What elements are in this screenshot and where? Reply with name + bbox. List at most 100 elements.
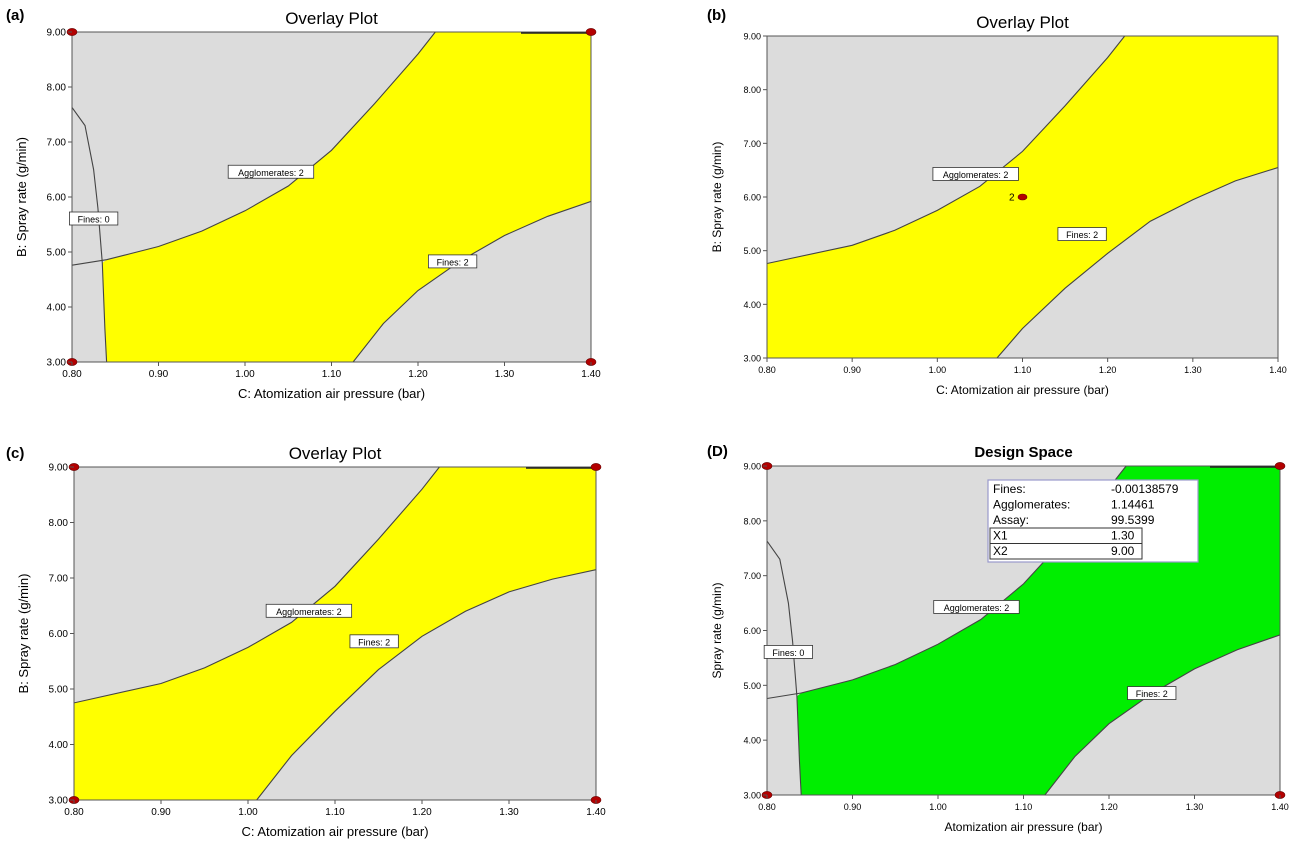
panel-c: Agglomerates: 2 Fines: 2 0.80 0.90 1.00 1.10 1… — [6, 444, 606, 839]
panel-d: Agglomerates: 2 Fines: 2 Fines: 0 0.80 0.90 1… — [707, 443, 1289, 834]
y-tick-label: 5.00 — [743, 681, 761, 691]
y-tick-label: 6.00 — [49, 629, 69, 640]
y-tick-label: 3.00 — [47, 358, 67, 369]
y-tick-label: 9.00 — [743, 32, 761, 42]
x-tick-label: 1.10 — [1014, 365, 1032, 375]
x-tick-label: 1.20 — [408, 369, 428, 380]
contour-label: Fines: 2 — [1066, 230, 1098, 240]
contour-line-fines-2 — [256, 569, 596, 800]
x-tick-label: 1.40 — [1271, 802, 1289, 812]
chart-title: Overlay Plot — [285, 9, 378, 28]
chart-title: Design Space — [974, 444, 1072, 461]
y-tick-label: 3.00 — [743, 354, 761, 364]
y-tick-label: 7.00 — [47, 138, 67, 149]
y-tick-label: 5.00 — [49, 685, 69, 696]
y-tick-label: 7.00 — [743, 571, 761, 581]
contour-label: Fines: 0 — [78, 215, 110, 225]
contour-label-box — [227, 164, 315, 179]
x-tick-label: 1.10 — [325, 807, 345, 818]
x-axis-label: C: Atomization air pressure (bar) — [936, 383, 1109, 397]
y-tick-label: 8.00 — [743, 85, 761, 95]
contour-label-box — [1057, 227, 1107, 241]
info-box — [987, 479, 1199, 563]
corner-point-marker — [585, 28, 597, 36]
contour-label: Agglomerates: 2 — [238, 168, 304, 178]
x-tick-label: 1.40 — [586, 807, 606, 818]
y-tick-label: 9.00 — [49, 463, 69, 474]
y-tick-label: 8.00 — [47, 83, 67, 94]
y-tick-label: 6.00 — [47, 193, 67, 204]
x-tick-label: 0.90 — [151, 807, 171, 818]
info-row-name: X2 — [993, 544, 1008, 558]
y-tick-label: 9.00 — [743, 462, 761, 472]
contour-label: Fines: 2 — [1136, 689, 1168, 699]
contour-line-fines-0 — [72, 107, 108, 362]
x-tick-label: 0.80 — [62, 369, 82, 380]
contour-label: Agglomerates: 2 — [944, 603, 1010, 613]
y-axis-label: Spray rate (g/min) — [710, 582, 724, 678]
x-tick-label: 1.00 — [238, 807, 258, 818]
y-tick-label: 8.00 — [743, 516, 761, 526]
info-row-value: 9.00 — [1111, 544, 1135, 558]
contour-label: Agglomerates: 2 — [276, 607, 342, 617]
panel-a: Agglomerates: 2 Fines: 2 Fines: 0 0.80 0.90 1… — [6, 7, 601, 401]
x-tick-label: 1.00 — [235, 369, 255, 380]
y-tick-label: 5.00 — [743, 246, 761, 256]
contour-line-agglomerates-2 — [72, 32, 436, 266]
y-tick-label: 7.00 — [49, 574, 69, 585]
contour-line-agglomerates-2 — [74, 467, 440, 704]
x-tick-label: 1.20 — [412, 807, 432, 818]
info-row-value: 1.14461 — [1111, 498, 1155, 512]
x-tick-label: 0.80 — [64, 807, 84, 818]
x-tick-label: 1.30 — [499, 807, 519, 818]
contour-label: Agglomerates: 2 — [943, 170, 1009, 180]
feasible-region — [74, 467, 596, 800]
panel-label: (b) — [707, 7, 726, 24]
info-row-value: -0.00138579 — [1111, 482, 1179, 496]
x-tick-label: 1.40 — [581, 369, 601, 380]
contour-label-box — [933, 600, 1020, 614]
y-tick-label: 5.00 — [47, 248, 67, 259]
y-tick-label: 3.00 — [743, 791, 761, 801]
contour-label-box — [763, 645, 813, 659]
info-row-value: 99.5399 — [1111, 513, 1155, 527]
panel-label: (D) — [707, 443, 728, 460]
x-tick-label: 0.80 — [758, 802, 776, 812]
contour-line-fines-2 — [996, 166, 1278, 358]
y-tick-label: 3.00 — [49, 796, 69, 807]
x-tick-label: 0.90 — [843, 365, 861, 375]
x-tick-label: 1.00 — [929, 802, 947, 812]
y-tick-label: 4.00 — [743, 736, 761, 746]
y-tick-label: 6.00 — [743, 193, 761, 203]
info-row-name: Assay: — [993, 513, 1029, 527]
info-row-name: Agglomerates: — [993, 498, 1070, 512]
contour-line-fines-0 — [767, 540, 802, 795]
corner-point-marker — [1274, 462, 1286, 470]
x-tick-label: 1.30 — [495, 369, 515, 380]
y-tick-label: 4.00 — [49, 740, 69, 751]
x-tick-label: 1.30 — [1186, 802, 1204, 812]
chart-title: Overlay Plot — [289, 444, 382, 463]
x-tick-label: 1.20 — [1099, 365, 1117, 375]
design-point-marker — [1017, 193, 1028, 201]
design-point-label: 2 — [1009, 193, 1015, 204]
x-axis-label: C: Atomization air pressure (bar) — [241, 824, 428, 839]
y-tick-label: 7.00 — [743, 139, 761, 149]
chart-title: Overlay Plot — [976, 13, 1069, 32]
info-row-name: X1 — [993, 529, 1008, 543]
contour-label: Fines: 2 — [437, 257, 469, 267]
feasible-region — [102, 32, 591, 362]
info-row-name: Fines: — [993, 482, 1026, 496]
x-tick-label: 0.90 — [844, 802, 862, 812]
contour-label-box — [932, 167, 1019, 181]
panel-b: Agglomerates: 2 Fines: 2 2 0.80 0.90 1.00 1.10… — [707, 7, 1287, 397]
x-tick-label: 1.30 — [1184, 365, 1202, 375]
contour-label-box — [265, 603, 353, 618]
panel-label: (c) — [6, 445, 24, 462]
panel-label: (a) — [6, 7, 24, 24]
x-axis-label: C: Atomization air pressure (bar) — [238, 386, 425, 401]
x-tick-label: 1.40 — [1269, 365, 1287, 375]
y-tick-label: 9.00 — [47, 28, 67, 39]
plot-area — [74, 467, 596, 800]
